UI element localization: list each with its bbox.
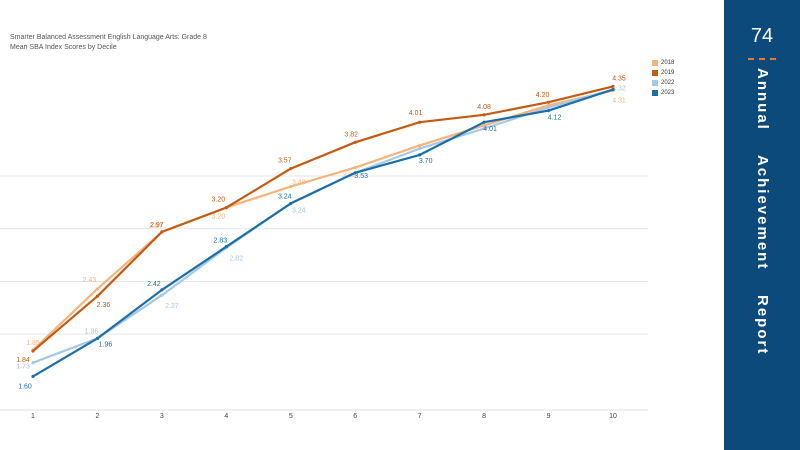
x-tick-label-1: 1 [31,413,35,420]
data-point-2023-8 [482,120,486,124]
data-point-2023-6 [353,171,357,175]
x-tick-label-6: 6 [353,413,357,420]
data-label-2018-1: 1.85 [26,340,40,347]
data-label-2023-9: 4.12 [548,115,562,122]
data-point-2018-6 [353,165,357,170]
x-tick-label-3: 3 [160,413,164,420]
data-point-2018-7 [418,143,422,148]
page-rule-divider [748,58,776,60]
data-point-2023-3 [160,288,164,292]
data-label-2022-1: 1.73 [16,364,30,371]
chart-legend: 2018 2019 2022 2023 [652,58,674,98]
chart-subtitle: Mean SBA Index Scores by Decile [10,44,117,51]
x-tick-label-8: 8 [482,413,486,420]
data-point-2018-2 [95,287,100,291]
report-title: Annual Achievement Report [754,68,771,356]
data-label-2023-2: 1.96 [99,341,113,348]
data-label-2023-7: 3.70 [419,158,433,165]
legend-label-2023: 2023 [661,90,675,96]
data-label-2019-10: 4.35 [612,75,626,82]
data-label-2022-2: 1.96 [85,328,99,335]
data-label-2018-4: 3.20 [212,214,226,221]
x-tick-label-2: 2 [95,413,99,420]
x-tick-label-10: 10 [609,413,617,420]
data-label-2023-6: 3.53 [354,173,368,180]
page-number: 74 [750,25,774,47]
data-label-2019-4: 3.20 [212,197,226,204]
data-point-2019-7 [418,120,422,124]
data-label-2019-8: 4.08 [477,104,491,111]
chart-title: Smarter Balanced Assessment English Lang… [10,34,207,41]
data-label-2019-9: 4.20 [536,92,550,99]
data-point-2019-4 [224,206,228,210]
data-point-2022-7 [418,146,422,151]
legend-item-2018: 2018 [652,58,674,68]
data-label-2023-5: 3.24 [278,193,292,200]
legend-item-2023: 2023 [652,88,674,98]
data-label-2019-6: 3.82 [344,131,358,138]
legend-swatch-2018 [652,60,658,66]
line-chart: 1 2 3 4 5 6 7 8 9 101.852.432.973.203.403.584.311… [0,75,648,420]
data-point-2022-9 [546,105,551,110]
data-point-2023-10 [611,87,615,92]
data-label-2019-5: 3.57 [278,158,292,165]
data-label-2022-10: 4.32 [612,86,626,93]
series-line-2019 [32,85,614,352]
data-label-2019-7: 4.01 [409,110,423,117]
legend-swatch-2023 [652,90,658,96]
legend-swatch-2019 [652,70,658,76]
data-label-2018-2: 2.43 [83,277,97,284]
data-label-2018-10: 4.31 [612,98,626,105]
legend-item-2022: 2022 [652,78,674,88]
legend-swatch-2022 [652,80,658,86]
data-point-2018-5 [289,184,293,189]
x-tick-label-7: 7 [418,413,422,420]
legend-label-2019: 2019 [661,70,675,76]
series-line-2018 [32,89,614,351]
data-label-2023-4: 2.83 [214,238,228,245]
data-label-2023-8: 4.01 [483,126,497,133]
data-point-2019-9 [546,100,551,104]
data-point-2023-7 [418,153,422,157]
legend-label-2022: 2022 [661,80,675,86]
data-point-2023-1 [31,374,35,378]
x-tick-label-5: 5 [289,413,293,420]
data-point-2022-8 [482,126,486,131]
data-label-2022-5: 3.24 [292,207,306,214]
data-label-2018-5: 3.40 [292,180,306,187]
data-point-2019-8 [482,113,486,117]
x-tick-label-4: 4 [224,413,228,420]
data-point-2018-8 [482,123,486,127]
data-point-2019-5 [289,167,293,171]
legend-label-2018: 2018 [661,60,675,66]
data-point-2023-5 [289,201,293,206]
data-point-2022-1 [31,361,35,365]
data-point-2019-6 [353,140,357,144]
data-point-2019-3 [160,230,164,234]
data-label-2018-3: 2.97 [149,223,163,230]
data-label-2023-1: 1.60 [18,383,32,390]
data-point-2023-4 [224,245,228,249]
data-label-2023-3: 2.42 [147,281,161,288]
x-tick-label-9: 9 [547,413,551,420]
data-point-2019-1 [31,349,35,353]
data-label-2019-1: 1.84 [16,357,30,364]
legend-item-2019: 2019 [652,68,674,78]
data-label-2019-3: 2.97 [150,222,164,229]
data-point-2022-3 [160,293,164,297]
data-point-2023-2 [95,336,100,340]
data-label-2022-3: 2.37 [165,303,179,310]
chart-area: Smarter Balanced Assessment English Lang… [0,34,674,420]
data-point-2023-9 [546,109,551,113]
data-label-2022-4: 2.82 [230,256,244,263]
report-sidebar: 74 Annual Achievement Report [724,0,800,450]
data-point-2019-10 [611,84,615,88]
data-point-2019-2 [95,294,100,298]
series-line-2023 [32,88,614,378]
data-label-2019-2: 2.36 [97,302,111,309]
